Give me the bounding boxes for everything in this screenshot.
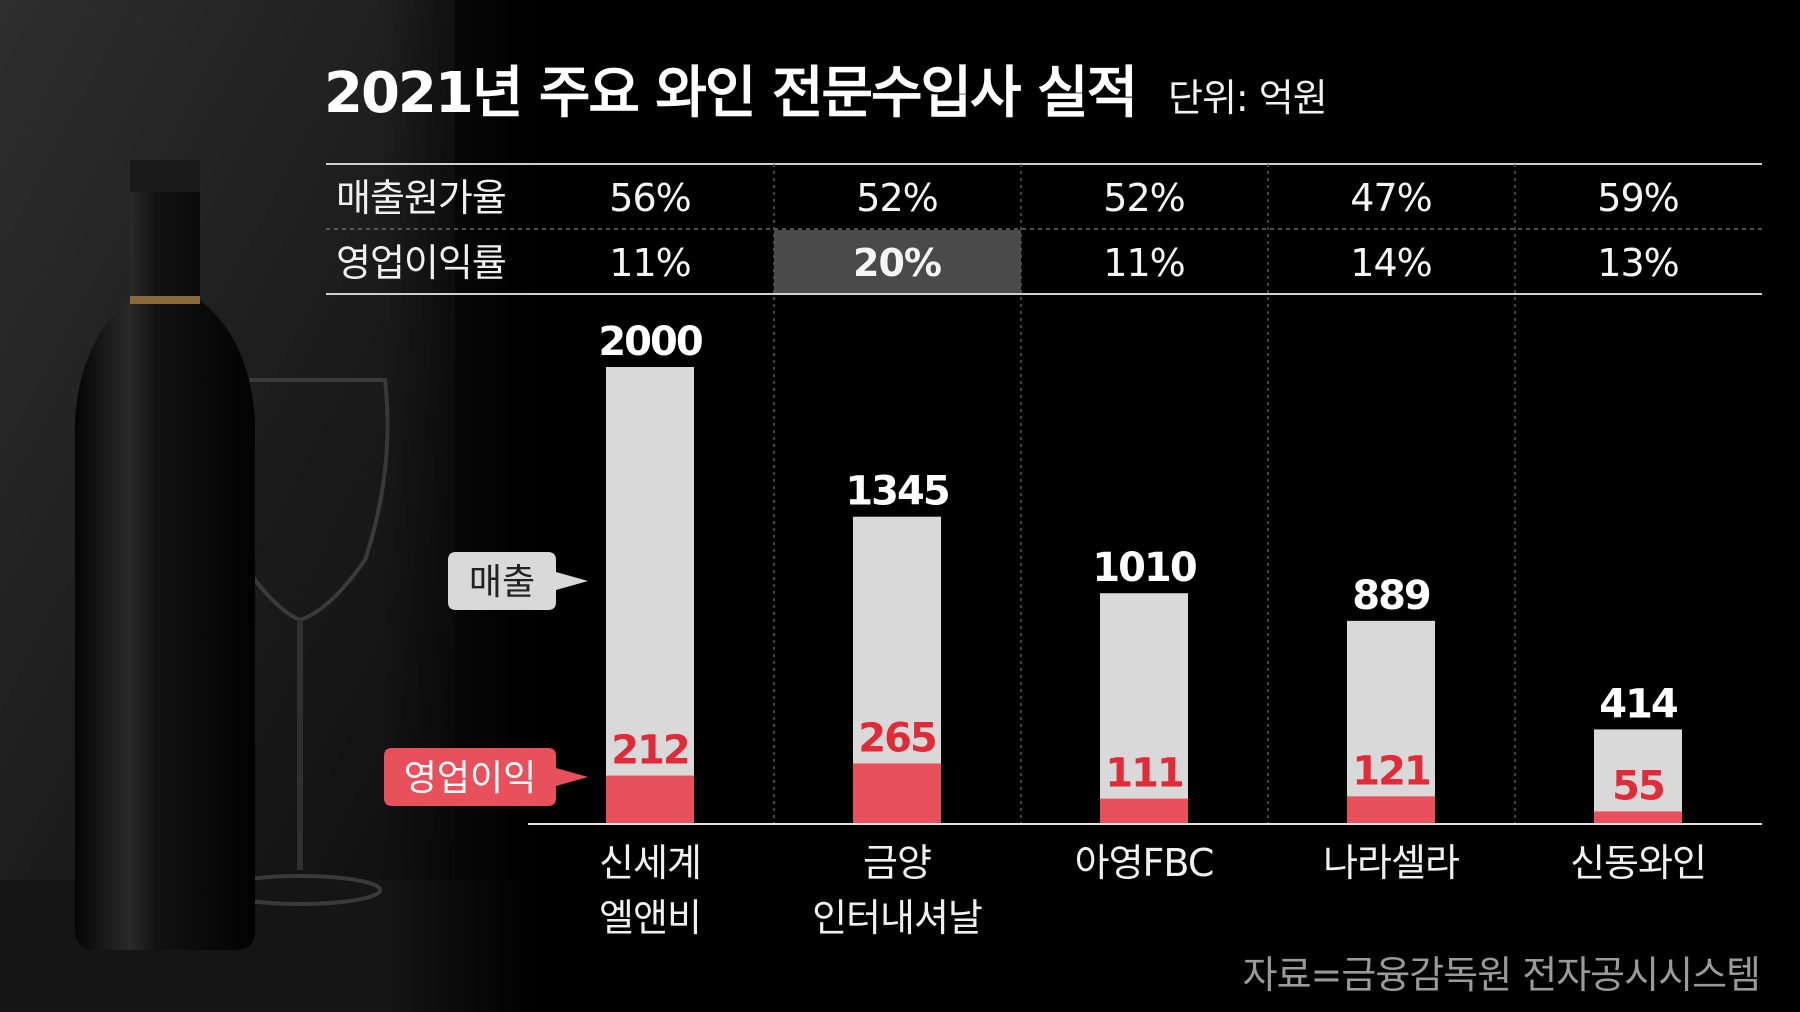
margin-value: 11% bbox=[1103, 241, 1184, 285]
sales-bar bbox=[1347, 620, 1435, 824]
sales-value-label: 1010 bbox=[1092, 545, 1195, 591]
chart-title: 2021년 주요 와인 전문수입사 실적 bbox=[324, 61, 1138, 126]
profit-value-label: 212 bbox=[611, 728, 689, 774]
sales-bar bbox=[1594, 729, 1682, 824]
cost-ratio-value: 47% bbox=[1350, 176, 1431, 220]
table-row-label: 영업이익률 bbox=[336, 241, 506, 285]
sales-bar bbox=[1100, 593, 1188, 824]
category-label: 엘앤비 bbox=[599, 896, 701, 940]
margin-value: 14% bbox=[1350, 241, 1431, 285]
margin-value: 13% bbox=[1597, 241, 1678, 285]
category-label: 아영FBC bbox=[1075, 841, 1214, 885]
source-note: 자료=금융감독원 전자공시시스템 bbox=[1242, 953, 1761, 997]
highlight-cell bbox=[774, 230, 1021, 293]
cost-ratio-value: 56% bbox=[609, 176, 690, 220]
category-label: 신세계 bbox=[599, 841, 701, 885]
legend-sales-label: 매출 bbox=[469, 562, 535, 603]
category-label: 인터내셔날 bbox=[812, 896, 982, 940]
sales-value-label: 414 bbox=[1599, 681, 1677, 727]
profit-callout bbox=[384, 748, 588, 806]
cost-ratio-value: 59% bbox=[1597, 176, 1678, 220]
profit-value-label: 55 bbox=[1612, 763, 1664, 809]
profit-bar bbox=[1100, 798, 1188, 824]
category-label: 나라셀라 bbox=[1323, 841, 1459, 885]
category-label: 신동와인 bbox=[1570, 841, 1706, 885]
legend-profit-label: 영업이익 bbox=[404, 758, 536, 799]
profit-bar bbox=[1594, 811, 1682, 824]
cost-ratio-value: 52% bbox=[856, 176, 937, 220]
sales-value-label: 1345 bbox=[845, 469, 948, 515]
profit-bar bbox=[606, 775, 694, 824]
margin-value: 11% bbox=[609, 241, 690, 285]
profit-value-label: 265 bbox=[858, 715, 936, 761]
table-row-label: 매출원가율 bbox=[336, 176, 506, 220]
sales-bar bbox=[606, 367, 694, 824]
margin-value: 20% bbox=[853, 241, 941, 285]
profit-bar bbox=[1347, 796, 1435, 824]
profit-value-label: 121 bbox=[1352, 748, 1430, 794]
unit-label: 단위: 억원 bbox=[1168, 76, 1328, 120]
sales-value-label: 889 bbox=[1352, 573, 1430, 619]
profit-bar bbox=[853, 763, 941, 824]
sales-callout bbox=[448, 552, 588, 610]
cost-ratio-value: 52% bbox=[1103, 176, 1184, 220]
wine-bottle-photo bbox=[0, 0, 540, 1012]
profit-value-label: 111 bbox=[1105, 751, 1183, 797]
sales-value-label: 2000 bbox=[598, 319, 701, 365]
category-label: 금양 bbox=[863, 841, 931, 885]
